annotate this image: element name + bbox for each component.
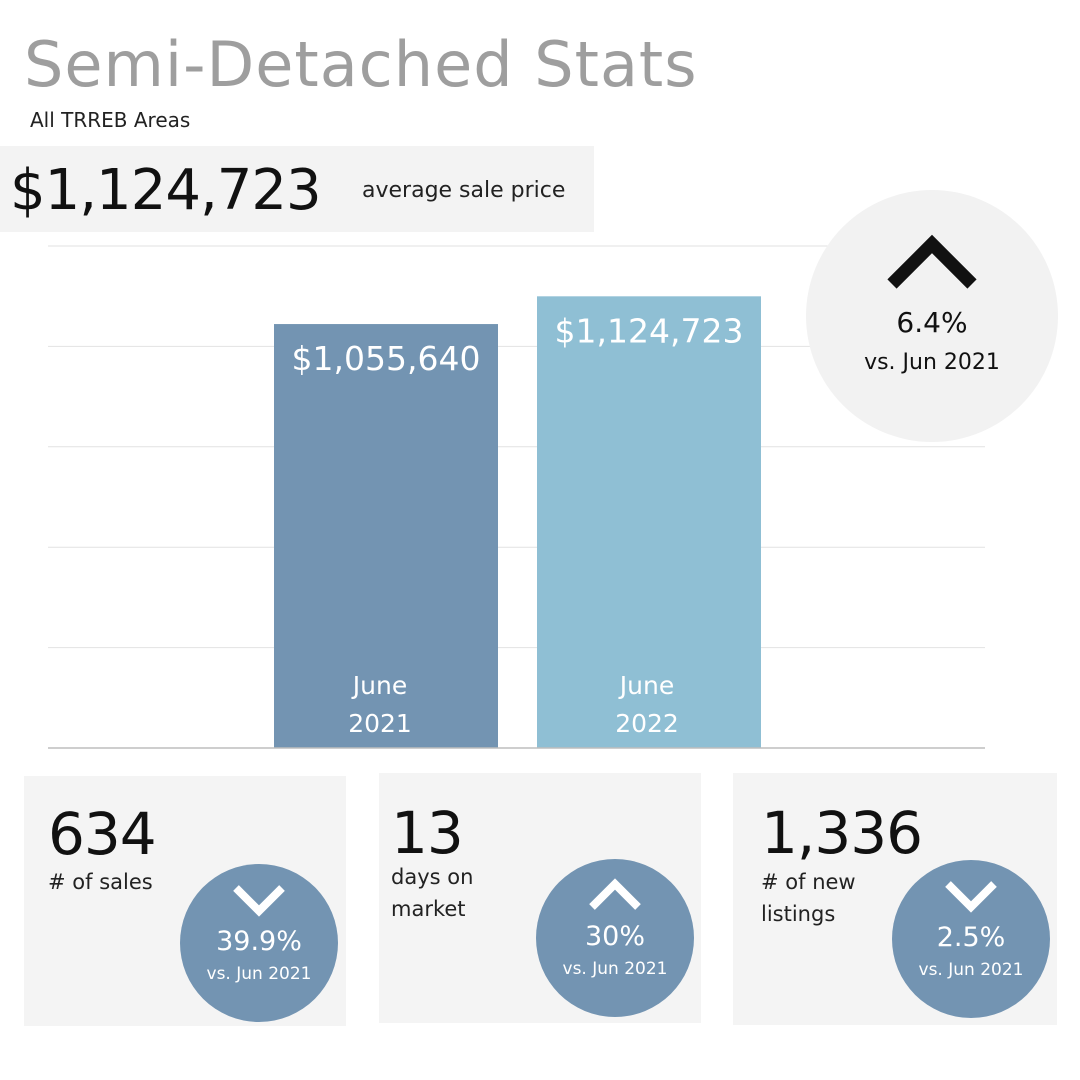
yoy-change-circle: 6.4% vs. Jun 2021 xyxy=(806,190,1058,442)
chevron-down-icon xyxy=(945,881,997,913)
sales-change-pct: 39.9% xyxy=(216,926,302,957)
days-on-market-change-badge: 30% vs. Jun 2021 xyxy=(536,859,694,1017)
chevron-up-icon xyxy=(887,234,977,289)
average-price-panel: $1,124,723 average sale price xyxy=(0,146,594,232)
days-on-market-value: 13 xyxy=(391,799,464,867)
chevron-down-icon xyxy=(233,885,285,917)
sales-change-badge: 39.9% vs. Jun 2021 xyxy=(180,864,338,1022)
sales-change-vs: vs. Jun 2021 xyxy=(206,964,312,984)
sales-count: 634 xyxy=(48,800,157,868)
days-on-market-label-line1: days on xyxy=(391,865,474,889)
page-title: Semi-Detached Stats xyxy=(24,28,698,101)
new-listings-change-pct: 2.5% xyxy=(936,922,1006,953)
page-subtitle: All TRREB Areas xyxy=(30,108,191,132)
bar-june-2022 xyxy=(537,296,761,748)
days-on-market-change-vs: vs. Jun 2021 xyxy=(562,959,668,979)
average-price-value: $1,124,723 xyxy=(10,158,322,223)
bar-category-label: June xyxy=(351,671,407,700)
new-listings-label-line2: listings xyxy=(761,902,836,926)
new-listings-change-vs: vs. Jun 2021 xyxy=(918,960,1024,980)
days-on-market-card: 13 days on market 30% vs. Jun 2021 xyxy=(379,773,701,1023)
new-listings-label-line1: # of new xyxy=(761,870,856,894)
bar-category-label: 2022 xyxy=(615,709,679,738)
yoy-change-pct: 6.4% xyxy=(896,306,968,339)
bar-chart-svg: $1,055,640 June 2021 $1,124,723 June 2022 xyxy=(48,245,985,749)
new-listings-change-badge: 2.5% vs. Jun 2021 xyxy=(892,860,1050,1018)
days-on-market-label-line2: market xyxy=(391,897,466,921)
sales-card: 634 # of sales 39.9% vs. Jun 2021 xyxy=(24,776,346,1026)
chevron-up-icon xyxy=(589,878,641,910)
bar-category-label: June xyxy=(618,671,674,700)
days-on-market-change-pct: 30% xyxy=(584,921,645,952)
bar-june-2021 xyxy=(274,324,498,748)
bar-category-label: 2021 xyxy=(348,709,412,738)
bar-value-label: $1,055,640 xyxy=(292,339,481,378)
average-price-label: average sale price xyxy=(362,178,566,203)
bar-chart: $1,055,640 June 2021 $1,124,723 June 2022 xyxy=(48,245,985,749)
yoy-change-vs: vs. Jun 2021 xyxy=(864,350,1000,375)
new-listings-count: 1,336 xyxy=(761,799,923,867)
sales-label: # of sales xyxy=(48,870,153,894)
new-listings-card: 1,336 # of new listings 2.5% vs. Jun 202… xyxy=(733,773,1057,1025)
bar-value-label: $1,124,723 xyxy=(555,311,744,350)
